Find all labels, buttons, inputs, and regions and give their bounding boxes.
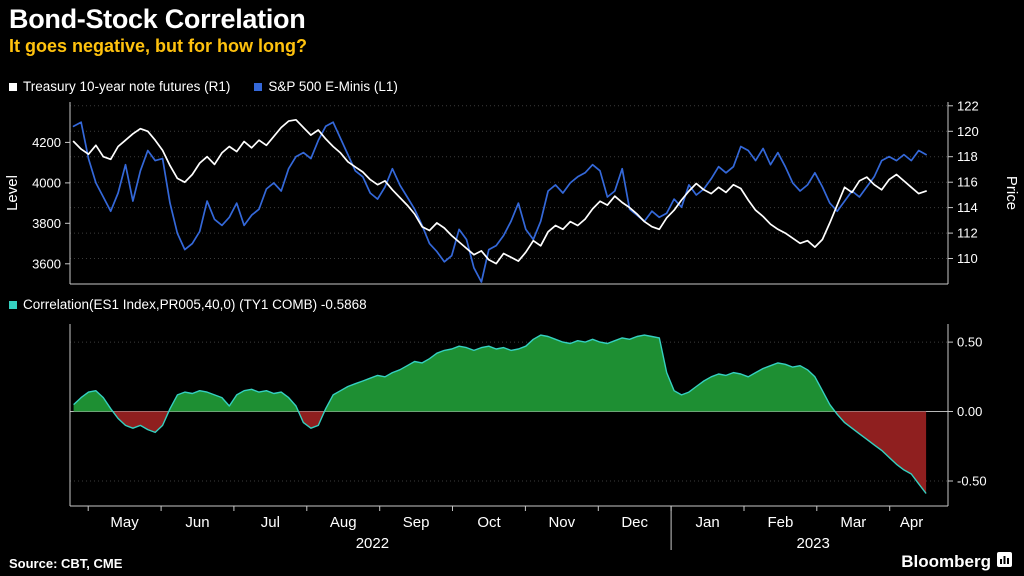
svg-text:-0.50: -0.50 — [957, 474, 987, 489]
svg-text:Mar: Mar — [840, 514, 866, 531]
treasury-swatch-icon — [9, 82, 17, 91]
svg-text:114: 114 — [957, 200, 978, 215]
svg-text:Feb: Feb — [767, 514, 793, 531]
legend-item-treasury: Treasury 10-year note futures (R1) — [9, 79, 230, 94]
svg-text:2023: 2023 — [797, 535, 830, 552]
page-subtitle: It goes negative, but for how long? — [9, 36, 307, 56]
svg-text:3800: 3800 — [32, 216, 61, 231]
svg-text:Jan: Jan — [696, 514, 720, 531]
svg-text:0.00: 0.00 — [957, 404, 982, 419]
bloomberg-wordmark: Bloomberg — [901, 552, 991, 571]
svg-text:Apr: Apr — [900, 514, 923, 531]
svg-text:Sep: Sep — [403, 514, 430, 531]
svg-text:Oct: Oct — [477, 514, 501, 531]
svg-text:Price: Price — [1003, 176, 1020, 210]
svg-text:Level: Level — [4, 175, 21, 211]
legend-label-treasury: Treasury 10-year note futures (R1) — [23, 79, 231, 94]
svg-text:120: 120 — [957, 124, 979, 139]
svg-text:Jun: Jun — [185, 514, 209, 531]
legend-bottom: Correlation(ES1 Index,PR005,40,0) (TY1 C… — [9, 297, 367, 312]
bloomberg-logo: Bloomberg — [901, 552, 1012, 572]
legend-item-correlation: Correlation(ES1 Index,PR005,40,0) (TY1 C… — [9, 297, 367, 312]
svg-text:May: May — [110, 514, 139, 531]
correlation-swatch-icon — [9, 300, 17, 309]
legend-label-correlation: Correlation(ES1 Index,PR005,40,0) (TY1 C… — [23, 297, 367, 312]
legend-label-sp500: S&P 500 E-Minis (L1) — [268, 79, 398, 94]
source-note: Source: CBT, CME — [9, 556, 123, 571]
svg-text:Jul: Jul — [261, 514, 280, 531]
svg-text:122: 122 — [957, 98, 979, 113]
legend-item-sp500: S&P 500 E-Minis (L1) — [254, 79, 398, 94]
sp500-swatch-icon — [254, 82, 263, 91]
svg-text:118: 118 — [957, 149, 978, 164]
svg-text:2022: 2022 — [356, 535, 389, 552]
svg-text:116: 116 — [957, 175, 978, 190]
svg-text:4000: 4000 — [32, 175, 61, 190]
svg-text:0.50: 0.50 — [957, 335, 982, 350]
page-title: Bond-Stock Correlation — [9, 4, 306, 34]
svg-text:Nov: Nov — [548, 514, 575, 531]
svg-text:110: 110 — [957, 251, 978, 266]
svg-text:Dec: Dec — [621, 514, 648, 531]
svg-text:4200: 4200 — [32, 135, 61, 150]
bloomberg-terminal-icon — [997, 552, 1012, 572]
svg-text:3600: 3600 — [32, 256, 61, 271]
svg-text:112: 112 — [957, 226, 978, 241]
legend-top: Treasury 10-year note futures (R1) S&P 5… — [9, 79, 398, 94]
svg-text:Aug: Aug — [330, 514, 357, 531]
